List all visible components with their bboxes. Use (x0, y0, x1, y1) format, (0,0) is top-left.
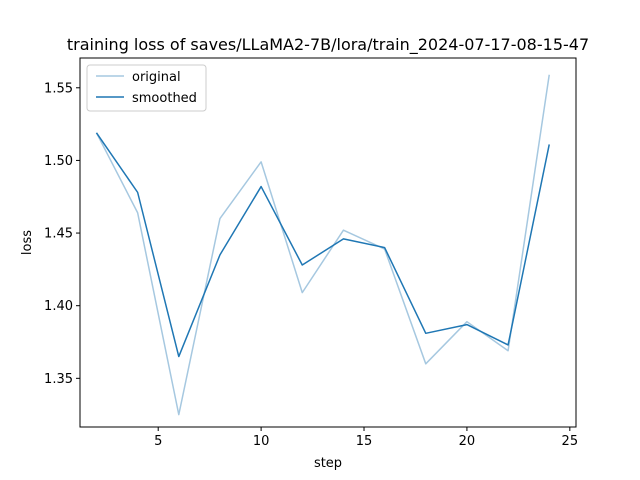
x-tick-label: 25 (562, 434, 579, 449)
y-axis-ticks: 1.35 1.40 1.45 1.50 1.55 (44, 81, 80, 387)
x-axis-label: step (314, 456, 342, 471)
chart-title: training loss of saves/LLaMA2-7B/lora/tr… (67, 35, 589, 55)
x-tick-label: 5 (154, 434, 162, 449)
y-tick-label: 1.40 (44, 299, 73, 314)
plot-frame (79, 57, 577, 428)
plot-lines (95, 74, 550, 416)
legend: original smoothed (86, 64, 207, 112)
y-tick-label: 1.45 (44, 227, 73, 242)
series-line-smoothed (95, 132, 550, 358)
x-tick-label: 20 (459, 434, 476, 449)
y-tick-label: 1.55 (44, 81, 73, 96)
x-tick-label: 10 (253, 434, 270, 449)
series-line-original (95, 74, 550, 416)
x-axis-ticks: 5 10 15 20 25 (154, 427, 578, 449)
y-tick-label: 1.50 (44, 154, 73, 169)
legend-label-original: original (132, 70, 181, 85)
legend-label-smoothed: smoothed (132, 91, 197, 106)
y-axis-label: loss (20, 230, 35, 255)
x-tick-label: 15 (356, 434, 373, 449)
y-tick-label: 1.35 (44, 372, 73, 387)
